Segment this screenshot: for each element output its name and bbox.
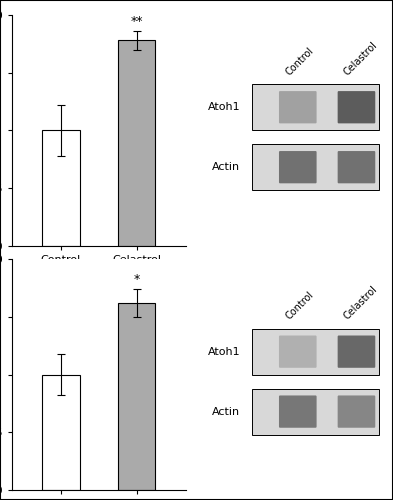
Text: Atoh1: Atoh1	[208, 346, 241, 356]
FancyBboxPatch shape	[338, 336, 375, 368]
Text: *: *	[133, 273, 140, 286]
Text: Celastrol: Celastrol	[342, 284, 380, 322]
FancyBboxPatch shape	[279, 396, 317, 428]
Bar	[42, 130, 80, 246]
Text: Atoh1: Atoh1	[208, 102, 241, 112]
Text: Celastrol: Celastrol	[342, 40, 380, 78]
Text: Actin: Actin	[212, 162, 241, 172]
FancyBboxPatch shape	[279, 91, 317, 124]
Bar	[252, 144, 379, 190]
Text: Control: Control	[284, 290, 316, 322]
FancyBboxPatch shape	[338, 91, 375, 124]
FancyBboxPatch shape	[338, 396, 375, 428]
Text: Actin: Actin	[212, 406, 241, 416]
Bar	[118, 40, 155, 246]
FancyBboxPatch shape	[279, 336, 317, 368]
Bar	[252, 328, 379, 374]
Text: Control: Control	[284, 46, 316, 78]
Bar	[252, 84, 379, 130]
Bar	[42, 374, 80, 490]
FancyBboxPatch shape	[279, 151, 317, 184]
Bar	[118, 303, 155, 490]
Text: **: **	[130, 14, 143, 28]
Bar	[252, 388, 379, 434]
FancyBboxPatch shape	[338, 151, 375, 184]
